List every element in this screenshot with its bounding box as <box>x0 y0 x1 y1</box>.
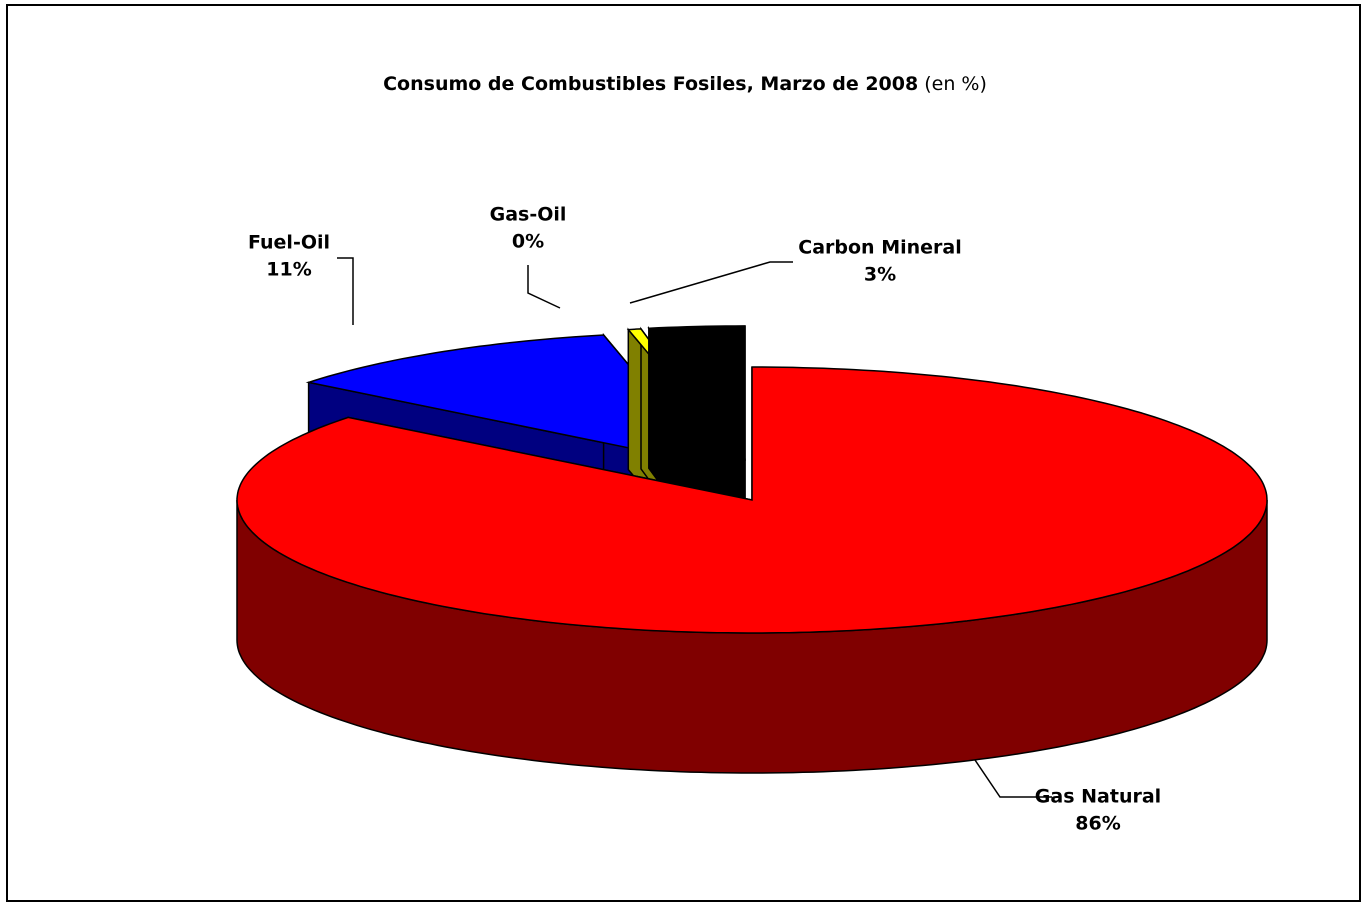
slice <box>236 366 1268 634</box>
chart-title-group: Consumo de Combustibles Fosiles, Marzo d… <box>383 73 987 95</box>
leader-line <box>527 265 561 309</box>
slice <box>305 334 715 467</box>
data-label-value: 3% <box>864 264 896 286</box>
data-label-value: 0% <box>512 231 544 253</box>
data-label-value: 86% <box>1075 813 1120 835</box>
slice <box>647 325 746 462</box>
leader-line <box>337 257 354 325</box>
data-label-name: Gas-Oil <box>490 204 567 226</box>
leader-line <box>629 261 793 304</box>
chart-subtitle: (en %) <box>924 73 987 95</box>
leader-line <box>974 759 1052 798</box>
chart-title: Consumo de Combustibles Fosiles, Marzo d… <box>383 73 918 95</box>
data-label-name: Gas Natural <box>1035 786 1161 808</box>
data-label-name: Carbon Mineral <box>798 237 961 259</box>
data-label-name: Fuel-Oil <box>248 232 330 254</box>
data-label-value: 11% <box>266 259 311 281</box>
